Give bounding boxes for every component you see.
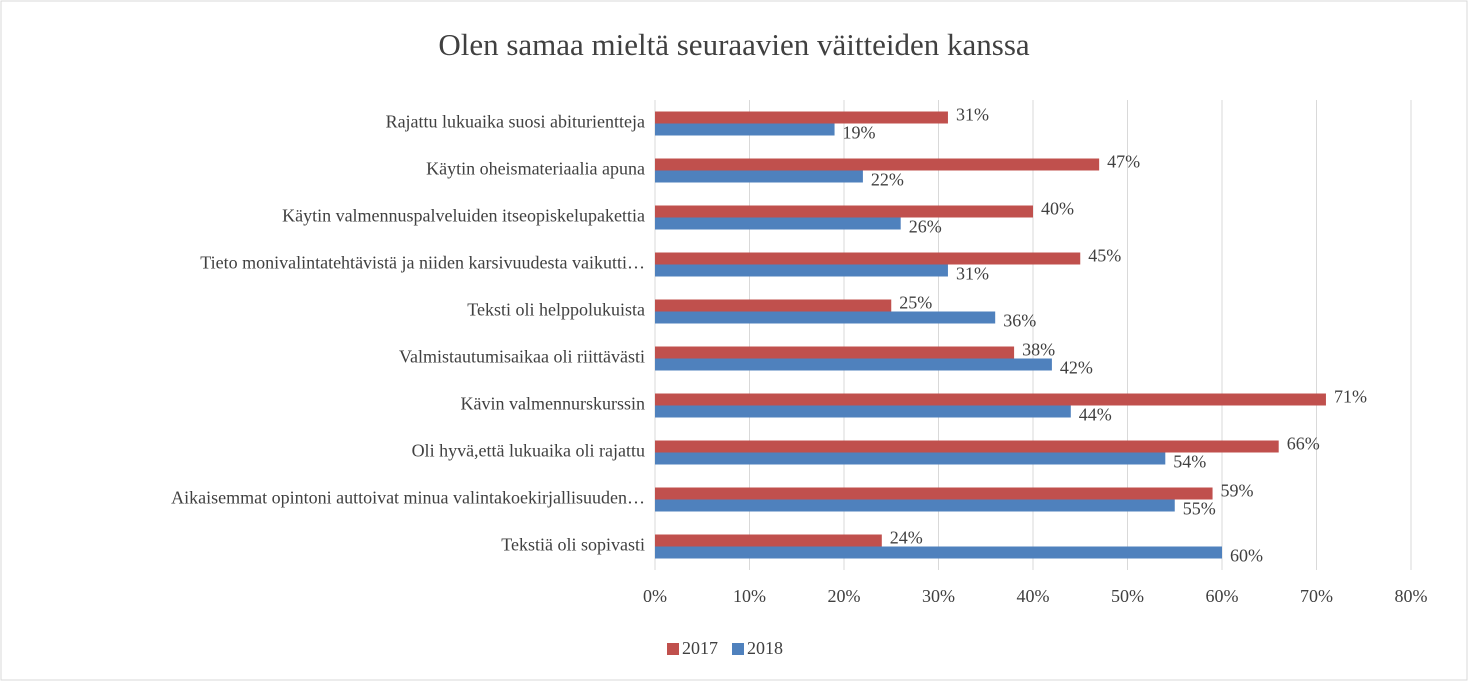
y-tick-label: Rajattu lukuaika suosi abiturientteja [386,112,645,132]
y-tick-label: Aikaisemmat opintoni auttoivat minua val… [171,488,645,508]
y-tick-label: Teksti oli helppolukuista [467,300,645,320]
data-label: 60% [1230,546,1263,566]
x-tick-label: 0% [643,586,667,606]
x-tick-label: 80% [1395,586,1428,606]
y-tick-label: Tieto monivalintatehtävistä ja niiden ka… [200,253,645,273]
data-label: 24% [890,528,923,548]
y-tick-label: Oli hyvä,että lukuaika oli rajattu [412,441,645,461]
data-label: 54% [1173,452,1206,472]
data-label: 55% [1183,499,1216,519]
data-label: 40% [1041,199,1074,219]
bar [655,534,882,547]
bar [655,487,1213,500]
data-label: 19% [843,123,876,143]
y-tick-label: Käytin valmennuspalveluiden itseopiskelu… [282,206,645,226]
legend-swatch [667,643,679,655]
bar [655,393,1326,406]
y-tick-label: Kävin valmennurskurssin [461,394,645,414]
y-tick-label: Käytin oheismateriaalia apuna [426,159,645,179]
data-label: 26% [909,217,942,237]
data-label: 22% [871,170,904,190]
bar [655,546,1222,559]
bar [655,123,835,136]
bar [655,311,996,324]
data-label: 31% [956,264,989,284]
bar [655,205,1033,218]
bar [655,299,892,312]
data-label: 45% [1088,246,1121,266]
bar [655,170,863,183]
x-tick-label: 70% [1300,586,1333,606]
bar [655,252,1081,265]
x-tick-label: 10% [733,586,766,606]
bar [655,440,1279,453]
legend-swatch [732,643,744,655]
data-label: 66% [1287,434,1320,454]
data-label: 47% [1107,152,1140,172]
data-label: 59% [1221,481,1254,501]
legend-label: 2018 [747,638,783,658]
data-label: 25% [899,293,932,313]
bar [655,158,1100,171]
data-label: 31% [956,105,989,125]
data-label: 38% [1022,340,1055,360]
y-tick-label: Valmistautumisaikaa oli riittävästi [399,347,645,367]
x-tick-label: 50% [1111,586,1144,606]
chart-title: Olen samaa mieltä seuraavien väitteiden … [438,27,1030,62]
bar [655,358,1052,371]
x-tick-label: 30% [922,586,955,606]
bar [655,452,1166,465]
data-label: 36% [1003,311,1036,331]
x-tick-label: 60% [1206,586,1239,606]
bar [655,405,1071,418]
data-label: 44% [1079,405,1112,425]
bar [655,111,948,124]
y-tick-label: Tekstiä oli sopivasti [501,535,645,555]
data-label: 42% [1060,358,1093,378]
data-label: 71% [1334,387,1367,407]
x-tick-label: 40% [1017,586,1050,606]
x-tick-label: 20% [828,586,861,606]
bar [655,346,1015,359]
bar [655,217,901,230]
bar [655,264,948,277]
legend-label: 2017 [682,638,718,658]
bar [655,499,1175,512]
